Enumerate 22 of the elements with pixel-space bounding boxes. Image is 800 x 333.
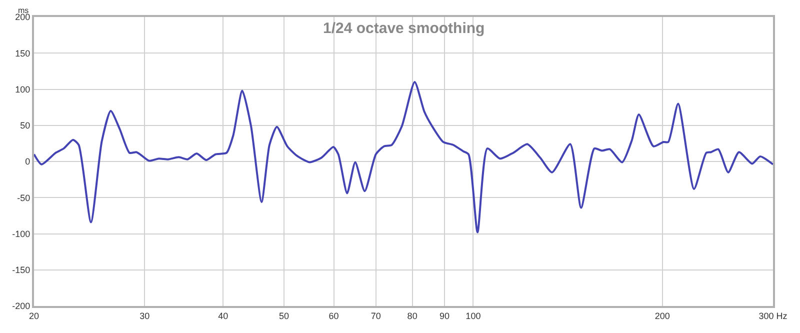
x-tick-label: 300 Hz: [758, 310, 788, 321]
y-axis-title: ms: [18, 6, 29, 15]
x-tick-label: 100: [466, 310, 481, 321]
x-tick-label: 90: [439, 310, 450, 321]
x-tick-label: 50: [279, 310, 290, 321]
chart-title: 1/24 octave smoothing: [323, 20, 485, 37]
y-tick-label: 0: [25, 156, 30, 167]
y-tick-label: -100: [12, 228, 30, 239]
y-tick-label: 100: [15, 84, 30, 94]
y-tick-label: 50: [20, 120, 30, 131]
y-tick-label: -200: [12, 301, 30, 312]
x-tick-label: 60: [328, 310, 339, 321]
x-tick-label: 30: [140, 310, 150, 321]
y-tick-label: 200: [15, 12, 30, 22]
x-tick-label: 70: [370, 310, 381, 321]
y-tick-label: 150: [15, 48, 30, 58]
y-tick-label: -150: [12, 265, 30, 276]
x-tick-label: 80: [407, 310, 418, 321]
x-tick-label: 40: [218, 310, 228, 321]
y-tick-label: -50: [17, 192, 30, 203]
x-tick-label: 20: [28, 310, 40, 321]
x-tick-label: 200: [654, 310, 670, 321]
